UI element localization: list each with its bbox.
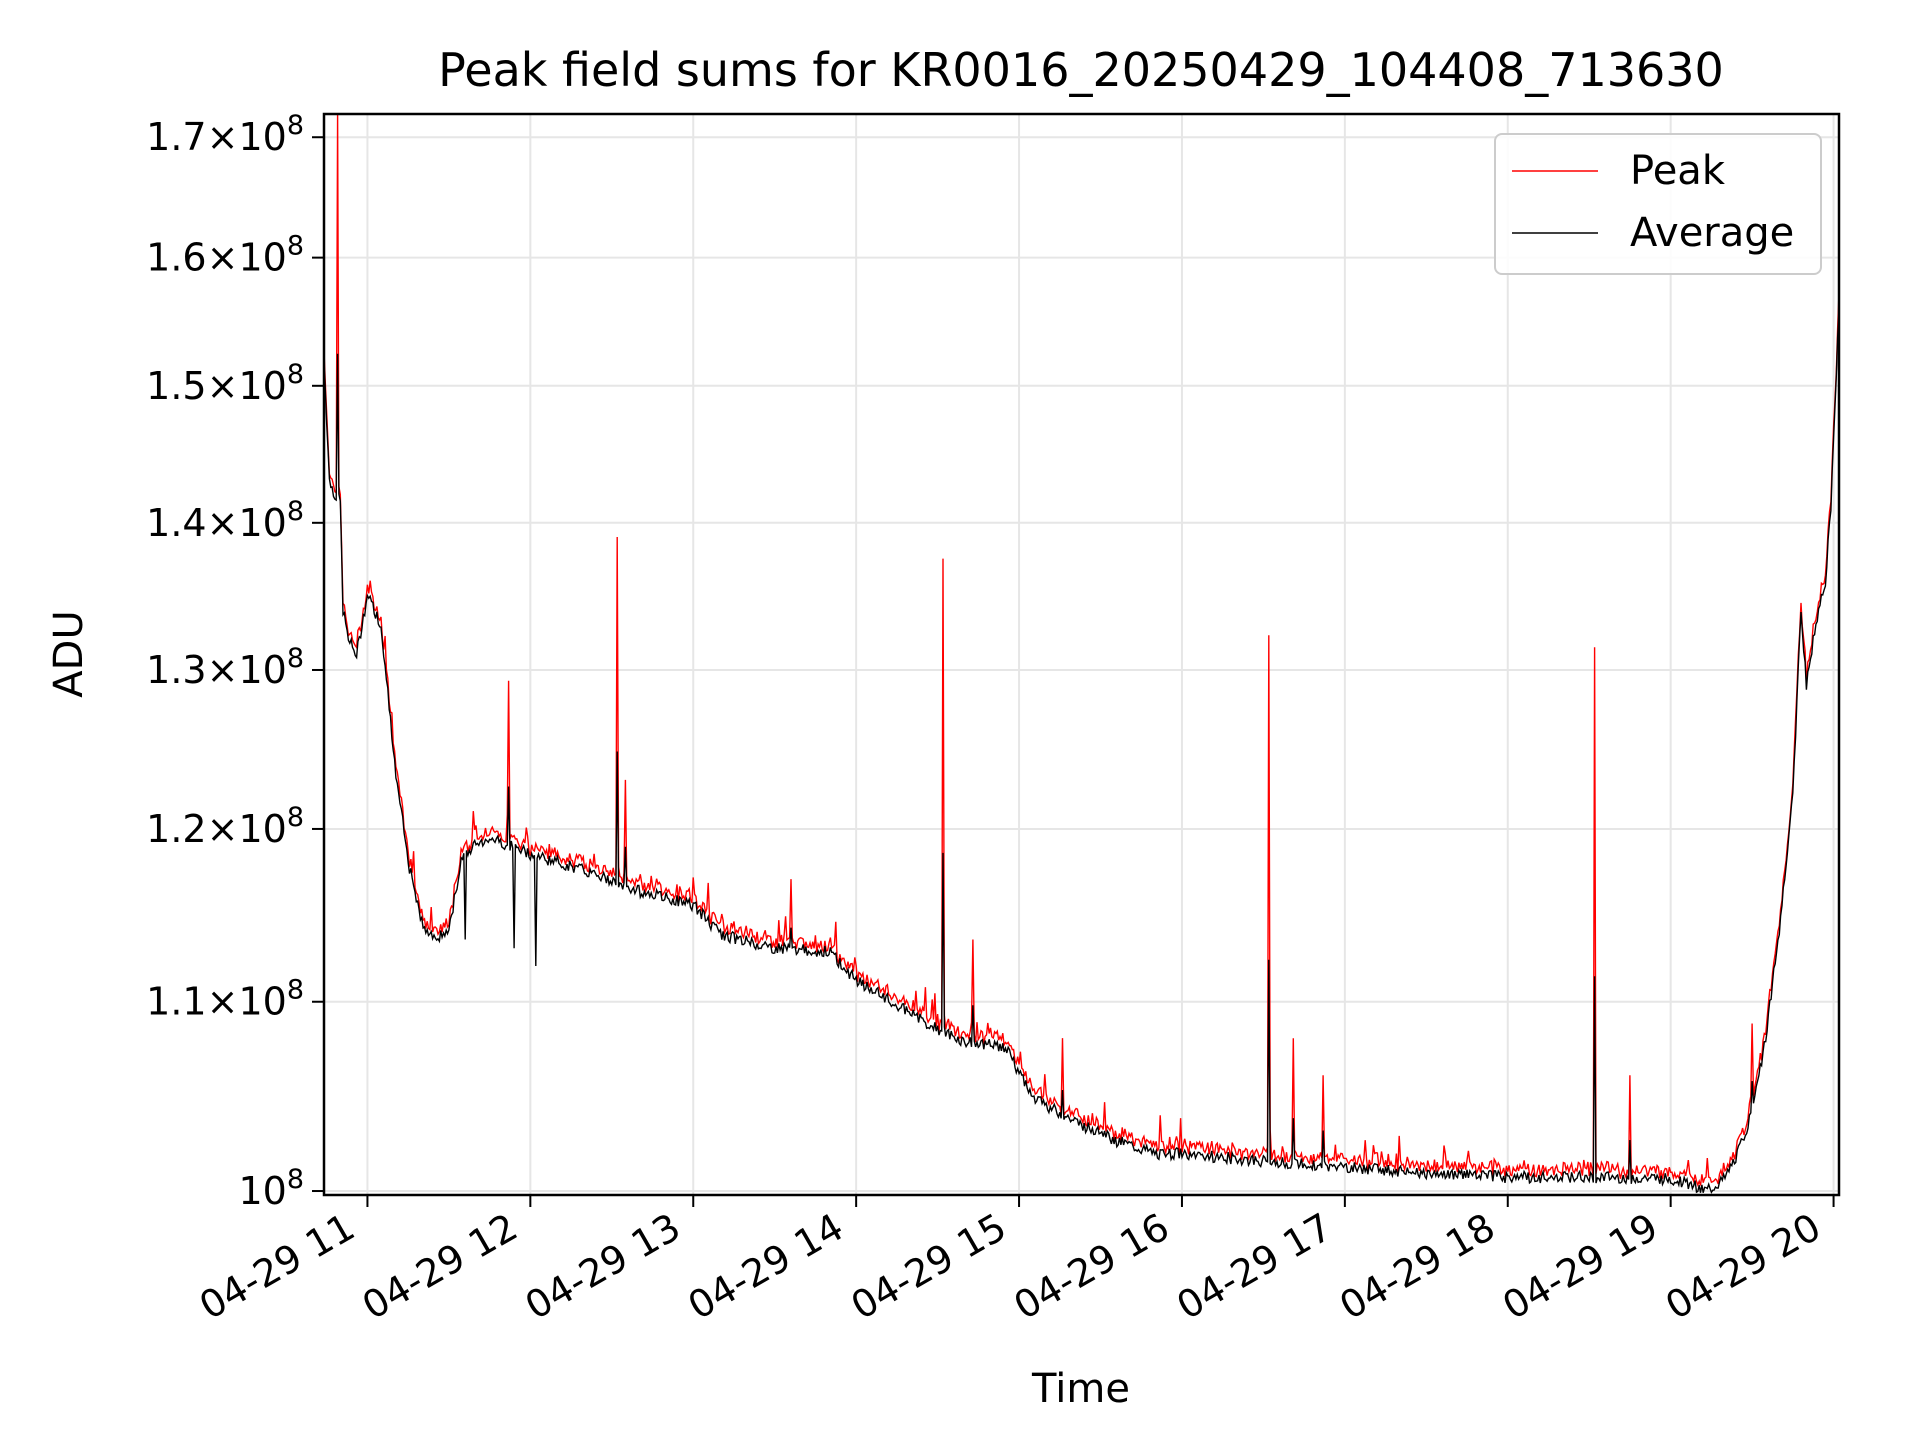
y-tick-label: 108	[238, 1164, 304, 1213]
series-line-peak	[323, 113, 1840, 1187]
legend: Peak Average	[1494, 133, 1822, 275]
legend-box	[1494, 133, 1822, 275]
legend-label-average: Average	[1630, 210, 1794, 256]
y-axis-title: ADU	[46, 610, 92, 697]
y-tick-label: 1.7×108	[146, 110, 304, 159]
chart-title: Peak field sums for KR0016_20250429_1044…	[438, 43, 1724, 97]
plot-frame	[322, 112, 1841, 1197]
y-tick-label: 1.1×108	[146, 975, 304, 1024]
plot-area	[323, 113, 1840, 1194]
y-tick-label: 1.4×108	[146, 496, 304, 545]
y-axis: 108 1.1×108 1.2×108 1.3×108 1.4×108 1.5×108 1.…	[146, 110, 324, 1213]
y-tick-label: 1.5×108	[146, 359, 304, 408]
x-axis-title: Time	[1031, 1366, 1130, 1412]
legend-label-peak: Peak	[1630, 148, 1726, 194]
series-line-average	[323, 311, 1840, 1194]
y-tick-label: 1.2×108	[146, 802, 304, 851]
y-tick-label: 1.3×108	[146, 643, 304, 692]
y-tick-label: 1.6×108	[146, 231, 304, 280]
grid	[324, 114, 1839, 1195]
